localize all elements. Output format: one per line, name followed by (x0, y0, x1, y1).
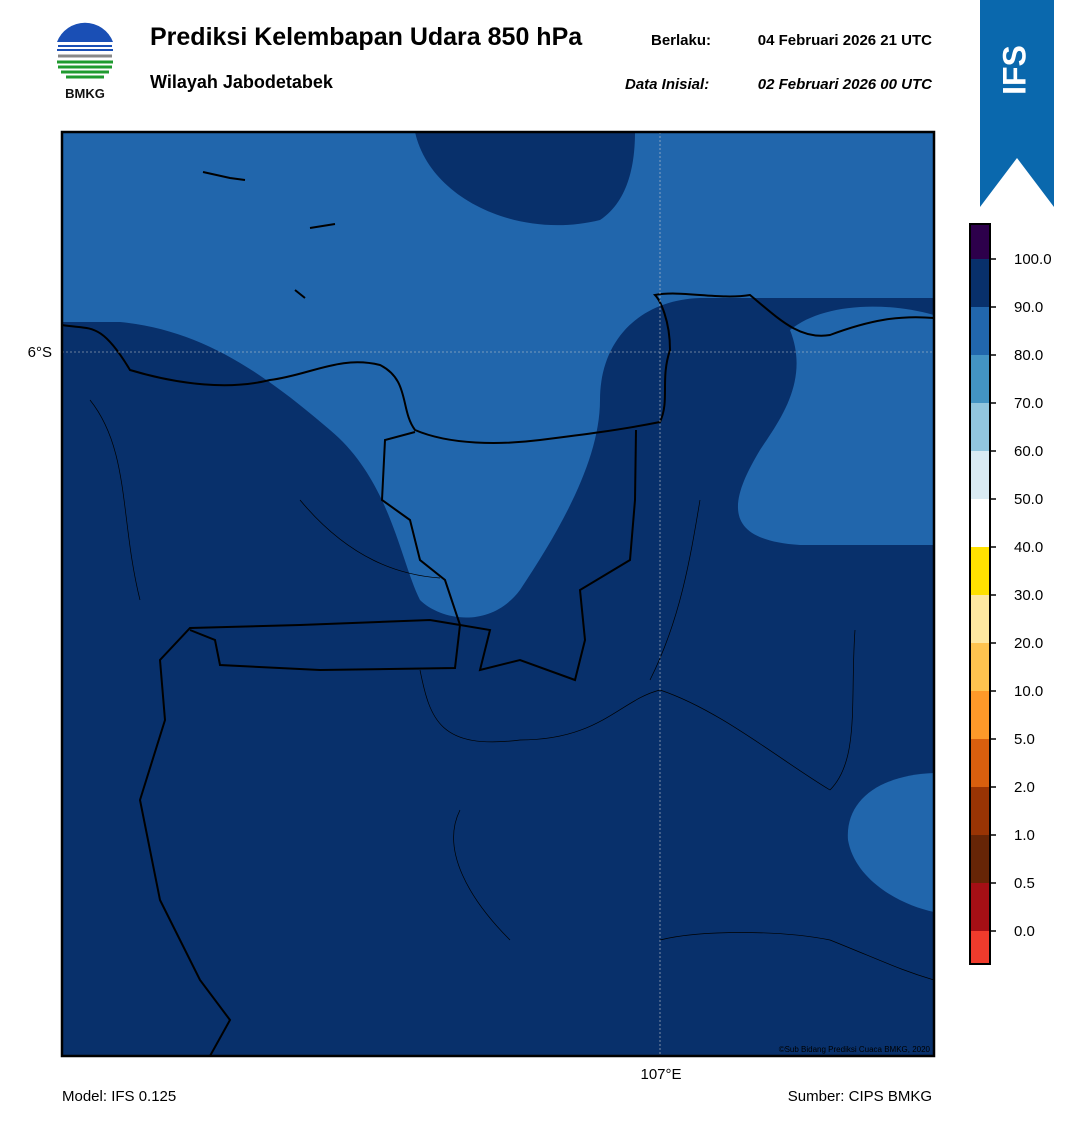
colorbar-label: 10.0 (1014, 683, 1043, 700)
footer-source: Sumber: CIPS BMKG (788, 1088, 932, 1105)
badge-text: IFS (996, 45, 1032, 95)
colorbar-label: 2.0 (1014, 779, 1035, 796)
badge (980, 0, 1054, 207)
logo-text: BMKG (65, 86, 105, 101)
colorbar-label: 0.5 (1014, 875, 1035, 892)
colorbar-label: 5.0 (1014, 731, 1035, 748)
colorbar-label: 60.0 (1014, 443, 1043, 460)
lat-label: 6°S (28, 344, 52, 361)
colorbar-label: 100.0 (1014, 251, 1052, 268)
colorbar-label: 1.0 (1014, 827, 1035, 844)
colorbar-label: 50.0 (1014, 491, 1043, 508)
colorbar-label: 70.0 (1014, 395, 1043, 412)
colorbar (969, 223, 991, 965)
colorbar-label: 40.0 (1014, 539, 1043, 556)
title: Prediksi Kelembapan Udara 850 hPa (150, 23, 583, 51)
lon-label: 107°E (640, 1066, 681, 1083)
map-credit: ©Sub Bidang Prediksi Cuaca BMKG, 2020 (779, 1045, 931, 1054)
logo: BMKG (55, 22, 115, 101)
valid-label: Berlaku: (651, 32, 711, 49)
colorbar-label: 90.0 (1014, 299, 1043, 316)
colorbar-label: 0.0 (1014, 923, 1035, 940)
colorbar-label: 80.0 (1014, 347, 1043, 364)
init-time: 02 Februari 2026 00 UTC (758, 76, 933, 93)
valid-time: 04 Februari 2026 21 UTC (758, 32, 932, 49)
colorbar-label: 30.0 (1014, 587, 1043, 604)
colorbar-label: 20.0 (1014, 635, 1043, 652)
init-label: Data Inisial: (625, 76, 709, 93)
map-frame (60, 130, 936, 1058)
subtitle: Wilayah Jabodetabek (150, 72, 334, 92)
map (62, 132, 934, 1056)
footer-model: Model: IFS 0.125 (62, 1088, 176, 1105)
